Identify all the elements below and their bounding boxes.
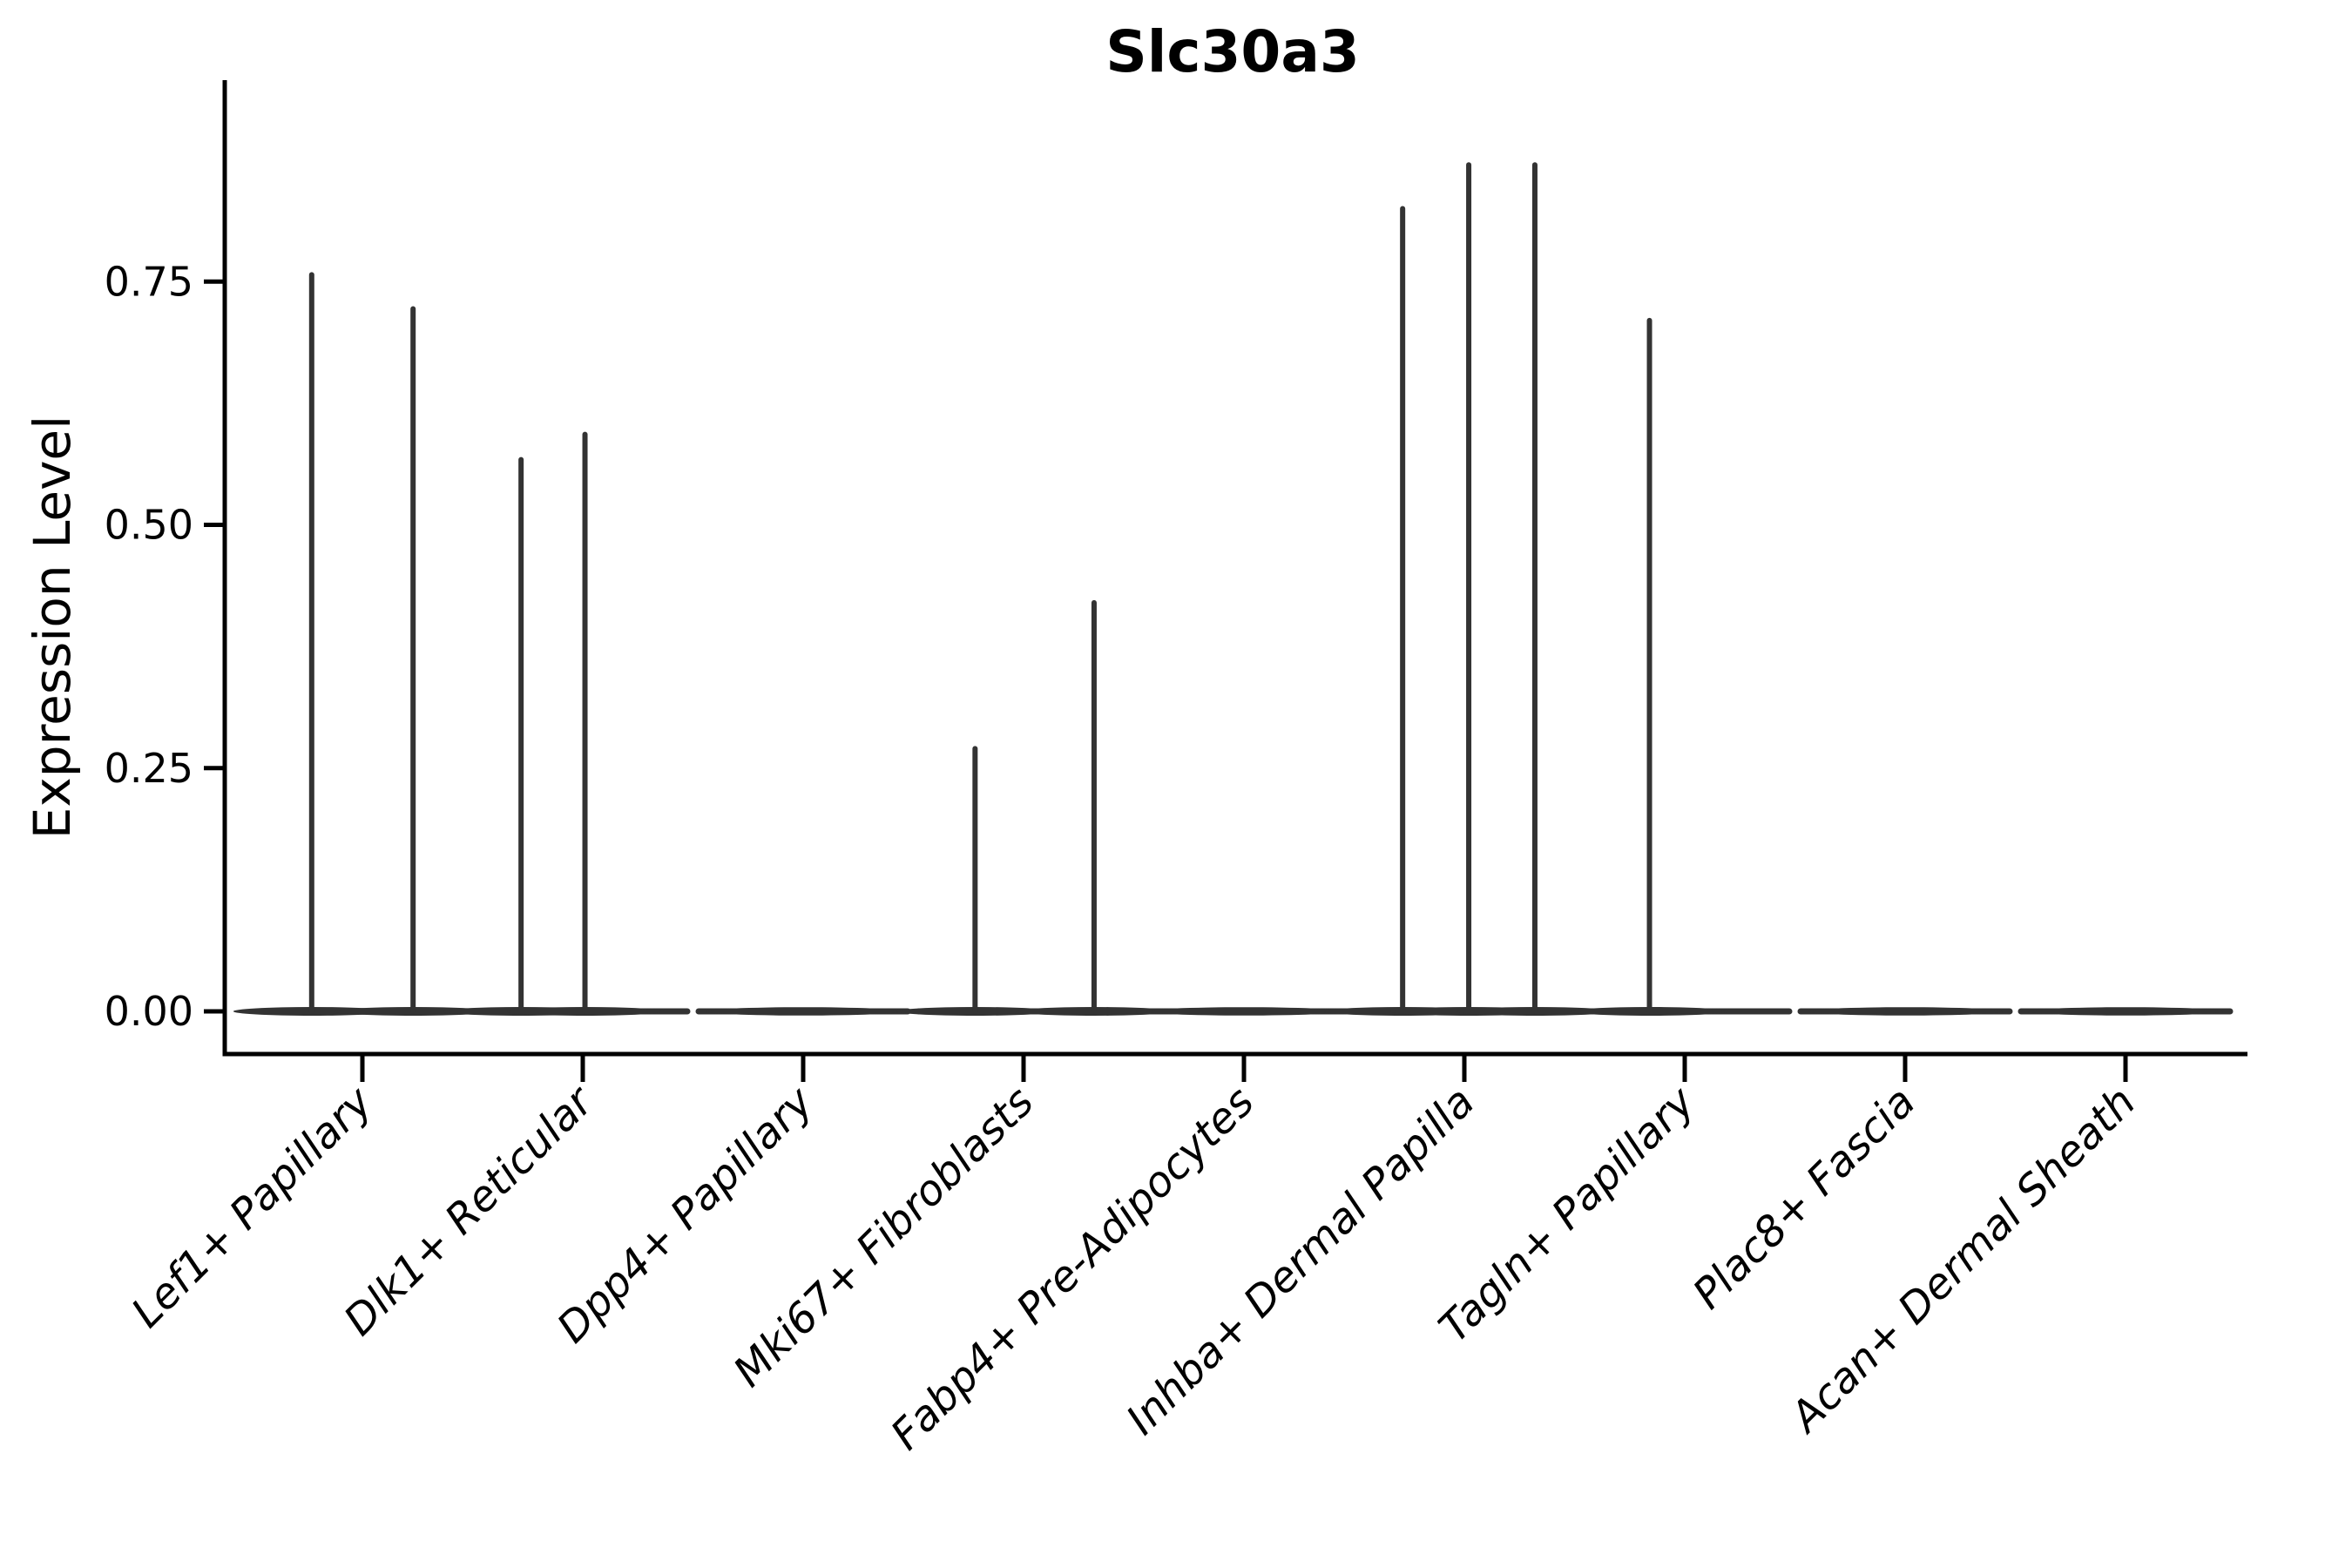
plot-title: Slc30a3: [1105, 18, 1360, 85]
y-tick-labels: 0.00 0.25 0.50 0.75: [105, 258, 193, 1035]
y-tick-label: 0.25: [105, 745, 193, 792]
violin-baseline-bulge: [1808, 1007, 2003, 1016]
violin-series: [233, 162, 2234, 1016]
x-tick-label: Lef1+ Papillary: [122, 1077, 382, 1337]
x-tick-label: Inhba+ Dermal Papilla: [1117, 1078, 1484, 1444]
y-tick-label: 0.00: [105, 988, 193, 1035]
violin-baseline-bulge: [706, 1007, 901, 1016]
y-tick-label: 0.75: [105, 258, 193, 305]
violin-baseline-bulge: [2028, 1007, 2223, 1016]
x-tick-label: Fabp4+ Pre-Adipocytes: [882, 1078, 1264, 1460]
axes: [204, 80, 2247, 1082]
y-axis-label: Expression Level: [23, 416, 82, 839]
y-tick-label: 0.50: [105, 502, 193, 549]
x-tick-label: Plac8+ Fascia: [1684, 1078, 1925, 1319]
violin-baseline-bulge: [1146, 1007, 1342, 1016]
